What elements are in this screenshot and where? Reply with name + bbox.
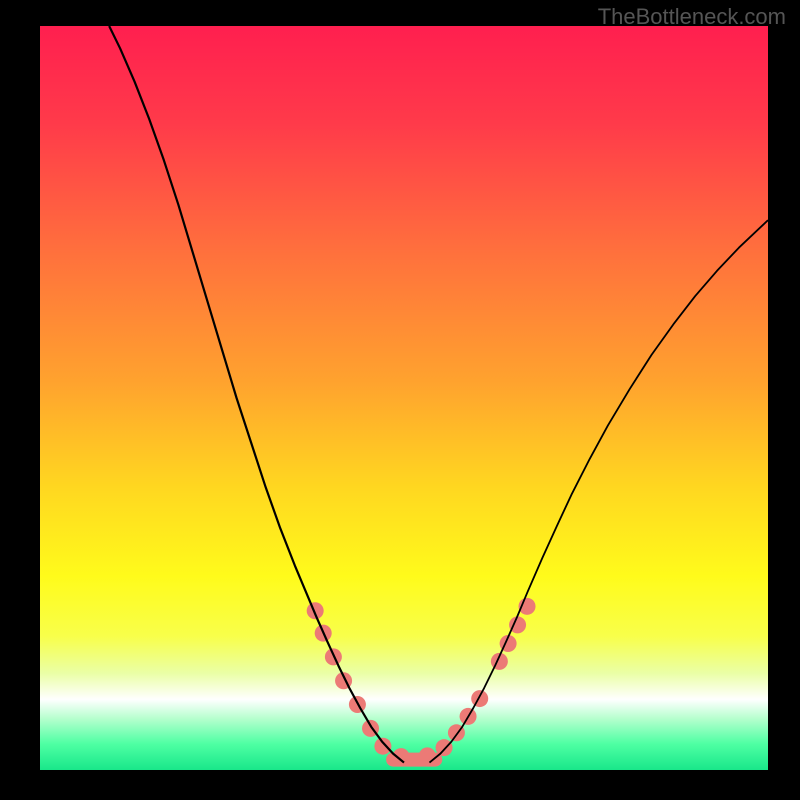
marker-dot <box>471 690 488 707</box>
gradient-background <box>40 26 768 770</box>
bottleneck-curve-chart <box>0 0 800 800</box>
marker-dot <box>374 738 391 755</box>
chart-container: TheBottleneck.com <box>0 0 800 800</box>
marker-dot <box>436 739 453 756</box>
marker-dot <box>419 747 436 764</box>
